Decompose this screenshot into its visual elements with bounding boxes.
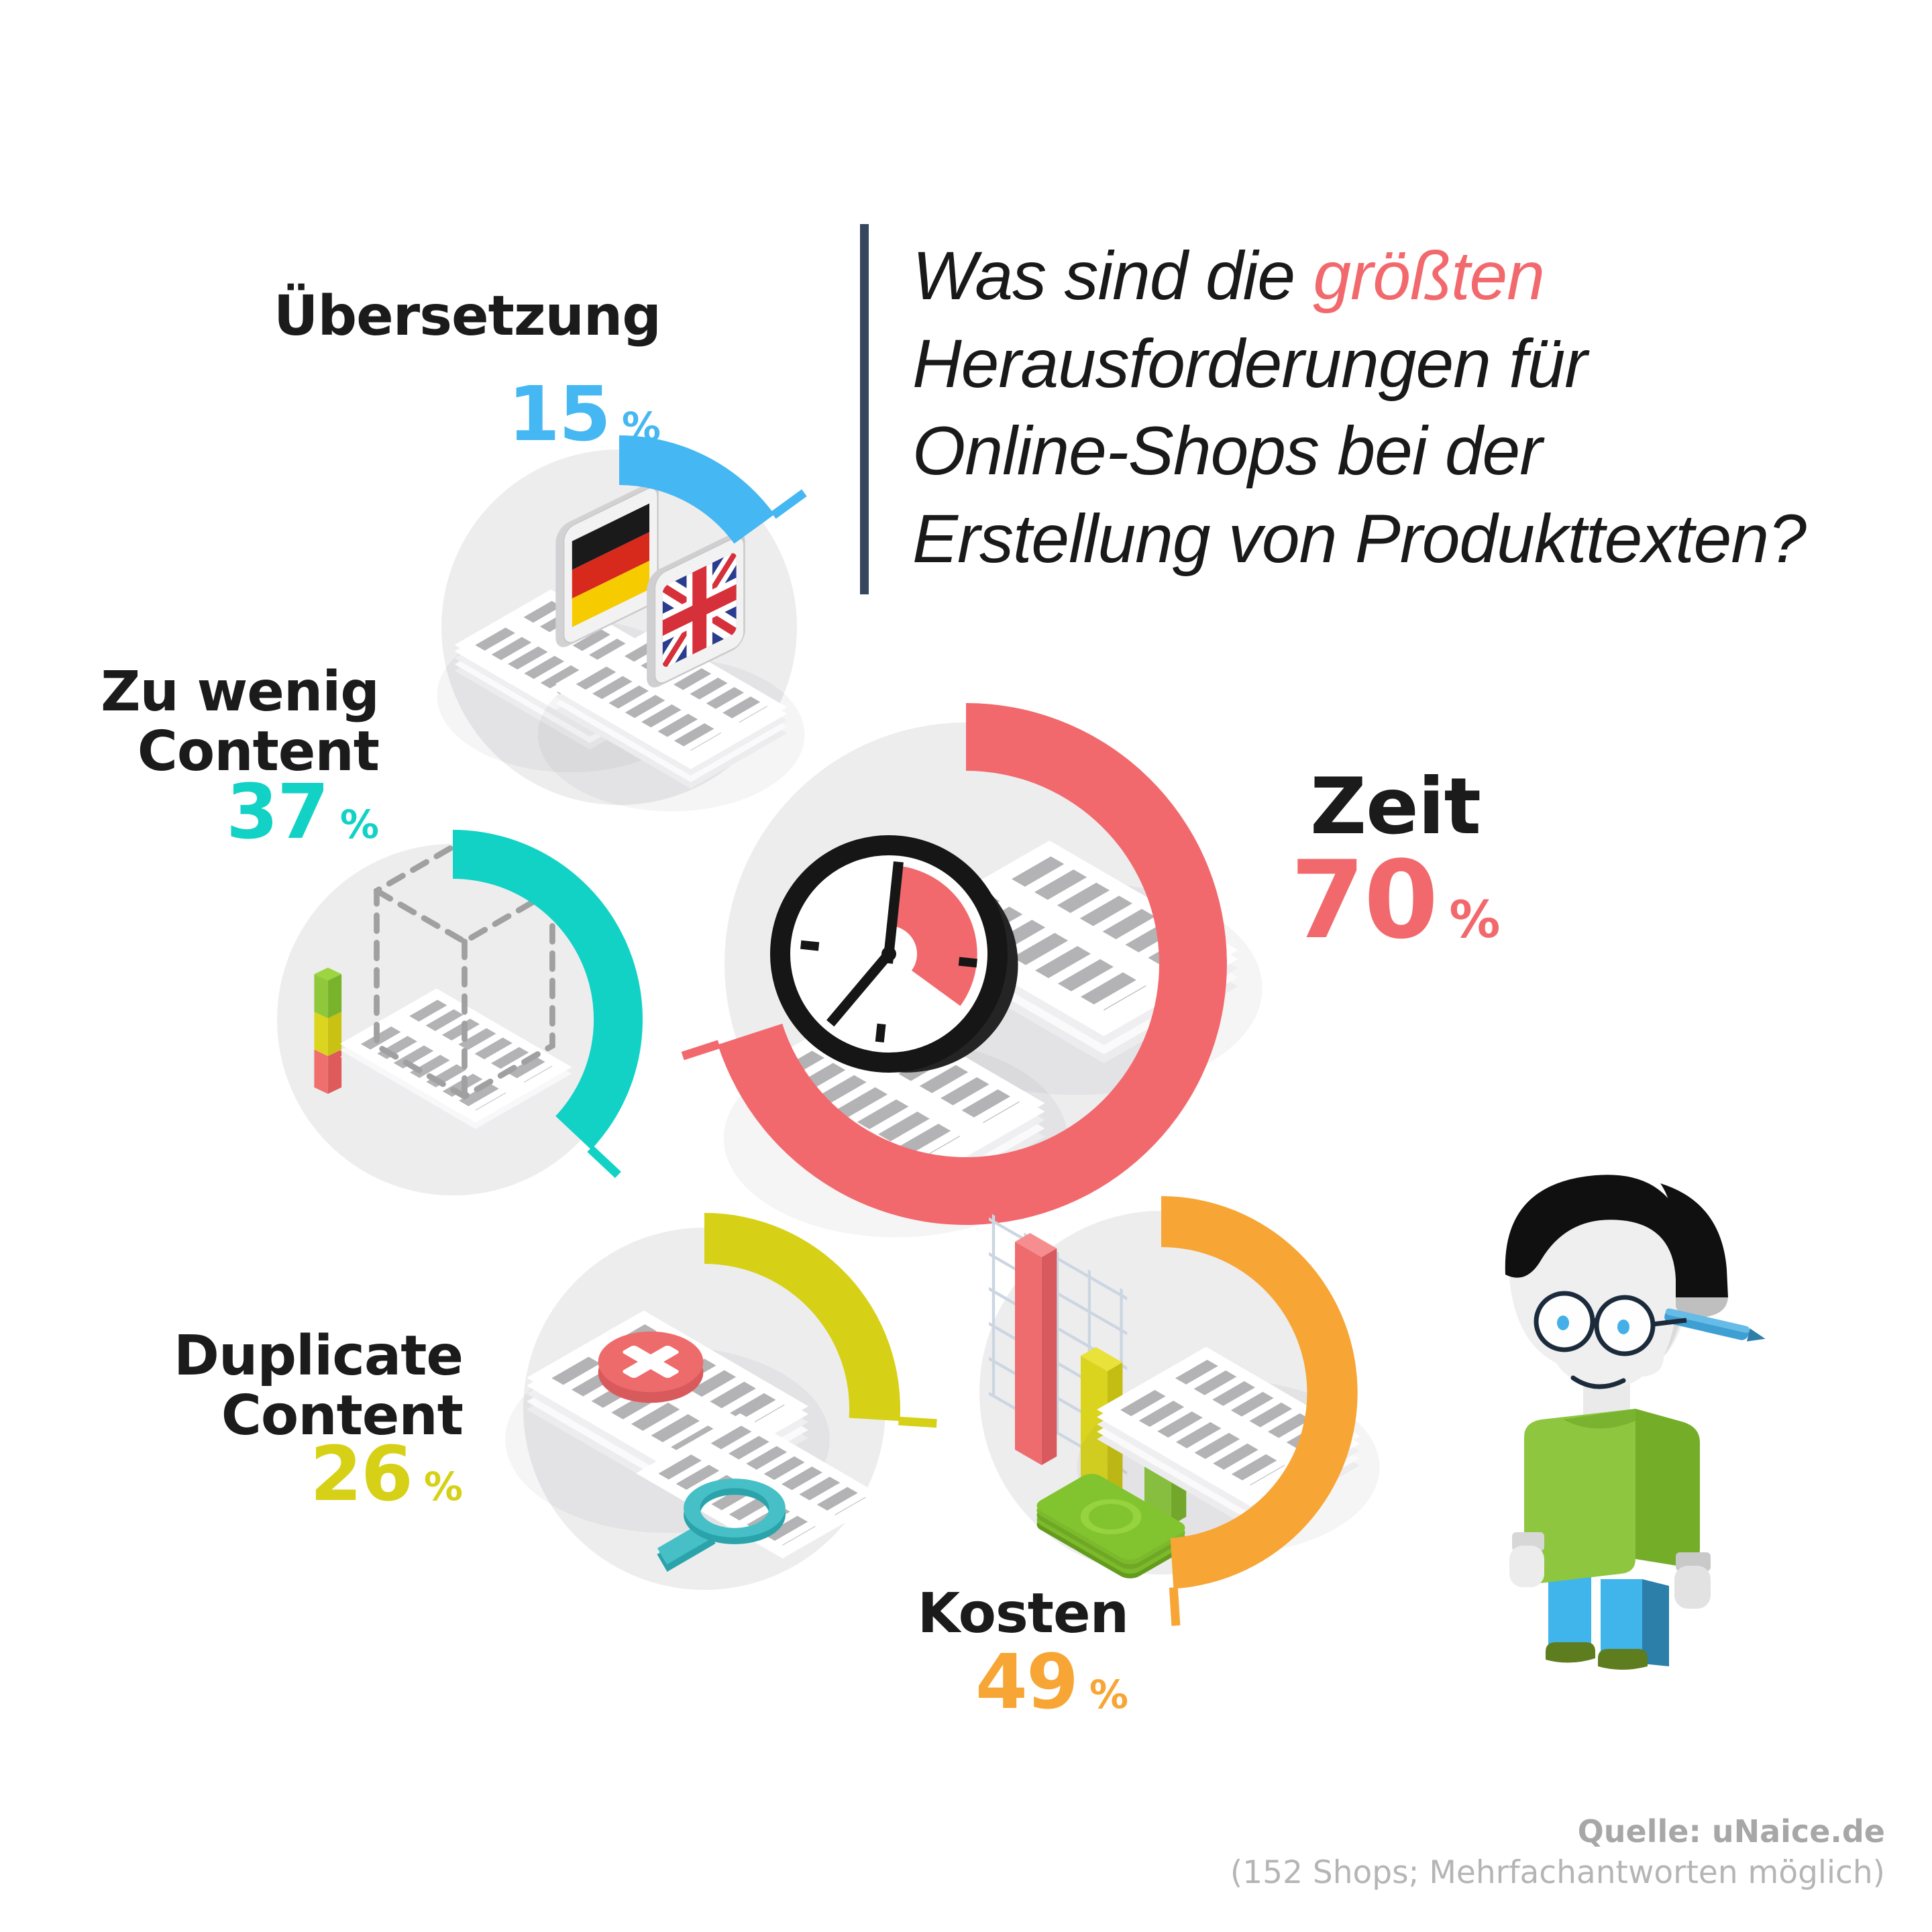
source-note: Quelle: uNaice.de (152 Shops; Mehrfachan… [1230,1811,1885,1894]
value-zeit: 70 % [1261,847,1529,954]
value-uebersetzung: 15 % [508,377,661,452]
label-zu-wenig-content: Zu wenig Content [101,660,380,784]
value-unit: % [1449,890,1501,949]
donut-arc [453,830,643,1179]
value-unit: % [423,1464,463,1509]
value-number: 70 [1290,837,1439,963]
empty-cube-documents-icon [314,837,572,1135]
label-line: Zu wenig [101,660,380,724]
label-line: Content [137,719,380,784]
source-line: Quelle: uNaice.de [1577,1813,1885,1849]
donut-kosten [979,1196,1406,1626]
unaice-writer-mascot-icon [1505,1175,1766,1670]
clock-documents-icon [724,835,1263,1238]
title-text: Erstellung von Produkttexten? [912,500,1807,577]
label-kosten: Kosten [917,1582,1129,1646]
title-highlight: größten [1313,237,1545,314]
value-number: 26 [310,1431,413,1518]
label-line: Content [221,1383,464,1448]
value-number: 49 [975,1639,1079,1726]
value-unit: % [1089,1672,1128,1717]
headline-accent-bar [860,224,869,594]
label-uebersetzung: Übersetzung [273,284,661,348]
donut-arc [681,703,1227,1225]
donut-duplicate-content [460,1213,937,1590]
label-line: Duplicate [173,1324,464,1388]
title-text: Herausforderungen für [912,325,1587,402]
label-duplicate-content: Duplicate Content [173,1324,464,1448]
duplicate-pages-magnifier-icon [505,1310,887,1563]
donut-zeit [681,703,1281,1279]
source-line: (152 Shops; Mehrfachantworten möglich) [1230,1854,1885,1891]
value-number: 37 [226,769,329,856]
value-unit: % [621,404,661,449]
costs-bars-money-icon [989,1214,1379,1578]
label-zeit: Zeit [1310,761,1481,852]
donut-uebersetzung [378,435,807,869]
value-number: 15 [508,371,611,458]
title-text: Online-Shops bei der [912,413,1542,490]
donut-arc [619,435,807,544]
page-title: Was sind die größten Herausforderungen f… [912,232,1919,582]
donut-arc [704,1213,937,1428]
donut-arc [1161,1196,1358,1626]
donut-zu-wenig-content [277,830,643,1195]
value-kosten: 49 % [975,1645,1128,1720]
value-unit: % [339,802,379,847]
title-text: Was sind die [912,237,1313,314]
value-zu-wenig-content: 37 % [226,775,379,850]
value-duplicate-content: 26 % [310,1437,463,1512]
german-english-documents-icon [437,483,804,812]
